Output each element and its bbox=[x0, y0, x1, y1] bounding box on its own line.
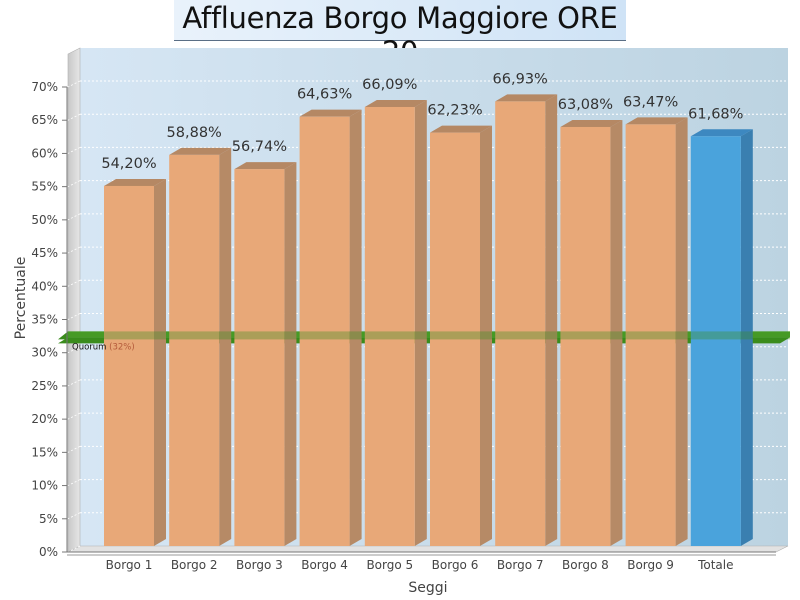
y-tick-label: 20% bbox=[31, 412, 58, 426]
x-tick-label: Borgo 9 bbox=[627, 558, 674, 572]
bar-front bbox=[625, 124, 676, 546]
bar bbox=[625, 117, 688, 546]
y-tick-label: 5% bbox=[39, 512, 58, 526]
bar-side bbox=[740, 129, 753, 547]
bar-front bbox=[299, 116, 350, 546]
bar bbox=[430, 125, 492, 547]
labels: 0% 5% 10% 15% 20% 25% 30% 35% 40% 45% 50% 55% 60% 65%… bbox=[13, 71, 743, 596]
bar-top bbox=[299, 109, 362, 117]
quorum-overlay bbox=[58, 331, 790, 340]
bar-front bbox=[495, 101, 546, 547]
data-label: 62,23% bbox=[427, 103, 482, 119]
bar-front bbox=[690, 136, 741, 547]
bar-front bbox=[364, 106, 415, 546]
bar-side bbox=[154, 178, 166, 546]
x-tick-label: Borgo 6 bbox=[432, 558, 479, 572]
y-tick-label: 25% bbox=[31, 379, 58, 393]
y-tick-label: 40% bbox=[31, 279, 58, 293]
axes bbox=[62, 86, 776, 556]
bar-top bbox=[364, 99, 427, 107]
y-tick-label: 45% bbox=[31, 246, 58, 260]
x-tick-label: Borgo 7 bbox=[497, 558, 544, 572]
y-tick-label: 70% bbox=[31, 80, 58, 94]
y-tick-label: 55% bbox=[31, 180, 58, 194]
quorum-value-text: (32%) bbox=[109, 342, 135, 352]
x-tick-label: Borgo 1 bbox=[106, 558, 153, 572]
y-tick-label: 30% bbox=[31, 346, 58, 360]
bar bbox=[299, 109, 362, 546]
bar-top bbox=[625, 117, 688, 125]
bar-top bbox=[430, 125, 492, 133]
x-tick-label: Totale bbox=[697, 558, 733, 572]
data-label: 66,09% bbox=[362, 77, 417, 93]
x-tick-label: Borgo 2 bbox=[171, 558, 218, 572]
y-axis-title: Percentuale bbox=[13, 257, 29, 340]
bar-front bbox=[430, 132, 480, 547]
bar bbox=[364, 99, 427, 546]
bar-side bbox=[219, 147, 232, 546]
bar-top bbox=[495, 94, 558, 102]
bar-side bbox=[284, 162, 297, 546]
y-tick-label: 15% bbox=[31, 445, 58, 459]
bar-top bbox=[104, 178, 166, 186]
bar-front bbox=[169, 154, 220, 546]
data-label: 58,88% bbox=[167, 125, 222, 141]
x-tick-label: Borgo 5 bbox=[366, 558, 413, 572]
x-tick-label: Borgo 4 bbox=[301, 558, 348, 572]
y-tick-label: 50% bbox=[31, 213, 58, 227]
plot-floor bbox=[67, 545, 789, 553]
data-label: 54,20% bbox=[101, 156, 156, 172]
chart-title-box: Affluenza Borgo Maggiore ORE 20 bbox=[174, 0, 626, 69]
x-axis-title: Seggi bbox=[408, 580, 447, 596]
bar bbox=[104, 178, 166, 546]
quorum-left-edge bbox=[58, 331, 68, 340]
data-label: 66,93% bbox=[493, 71, 548, 87]
quorum-label-text: Quorum bbox=[72, 342, 109, 352]
y-tick-label: 60% bbox=[31, 146, 58, 160]
bar bbox=[560, 119, 623, 547]
bar-front bbox=[234, 169, 285, 546]
data-label: 63,47% bbox=[623, 94, 678, 110]
data-label: 63,08% bbox=[558, 97, 613, 113]
bar bbox=[234, 162, 297, 546]
data-label: 61,68% bbox=[688, 106, 743, 122]
y-tick-label: 0% bbox=[39, 545, 58, 559]
bar-top bbox=[560, 119, 623, 127]
y-tick-label: 65% bbox=[31, 113, 58, 127]
bar-side bbox=[610, 119, 623, 547]
bars bbox=[104, 94, 753, 547]
quorum-overlay-band bbox=[68, 331, 790, 340]
bar-top bbox=[234, 162, 297, 170]
x-tick-label: Borgo 3 bbox=[236, 558, 283, 572]
bar bbox=[495, 94, 558, 547]
bar-front bbox=[560, 126, 611, 547]
data-label: 64,63% bbox=[297, 87, 352, 103]
bar-total bbox=[690, 129, 753, 547]
bar-side bbox=[349, 109, 362, 546]
plot-left-wall bbox=[67, 47, 81, 553]
bar-top bbox=[690, 129, 753, 137]
y-tick-label: 35% bbox=[31, 313, 58, 327]
data-label: 56,74% bbox=[232, 139, 287, 155]
bar-front bbox=[104, 185, 154, 546]
bar-top bbox=[169, 147, 232, 155]
bar bbox=[169, 147, 232, 546]
chart-title: Affluenza Borgo Maggiore ORE 20 bbox=[182, 1, 618, 69]
bar-side bbox=[480, 125, 492, 547]
bar-side bbox=[414, 99, 427, 546]
bar-side bbox=[675, 117, 688, 546]
y-tick-label: 10% bbox=[31, 479, 58, 493]
x-tick-label: Borgo 8 bbox=[562, 558, 609, 572]
quorum-label: Quorum (32%) bbox=[72, 342, 135, 352]
bar-side bbox=[545, 94, 558, 547]
